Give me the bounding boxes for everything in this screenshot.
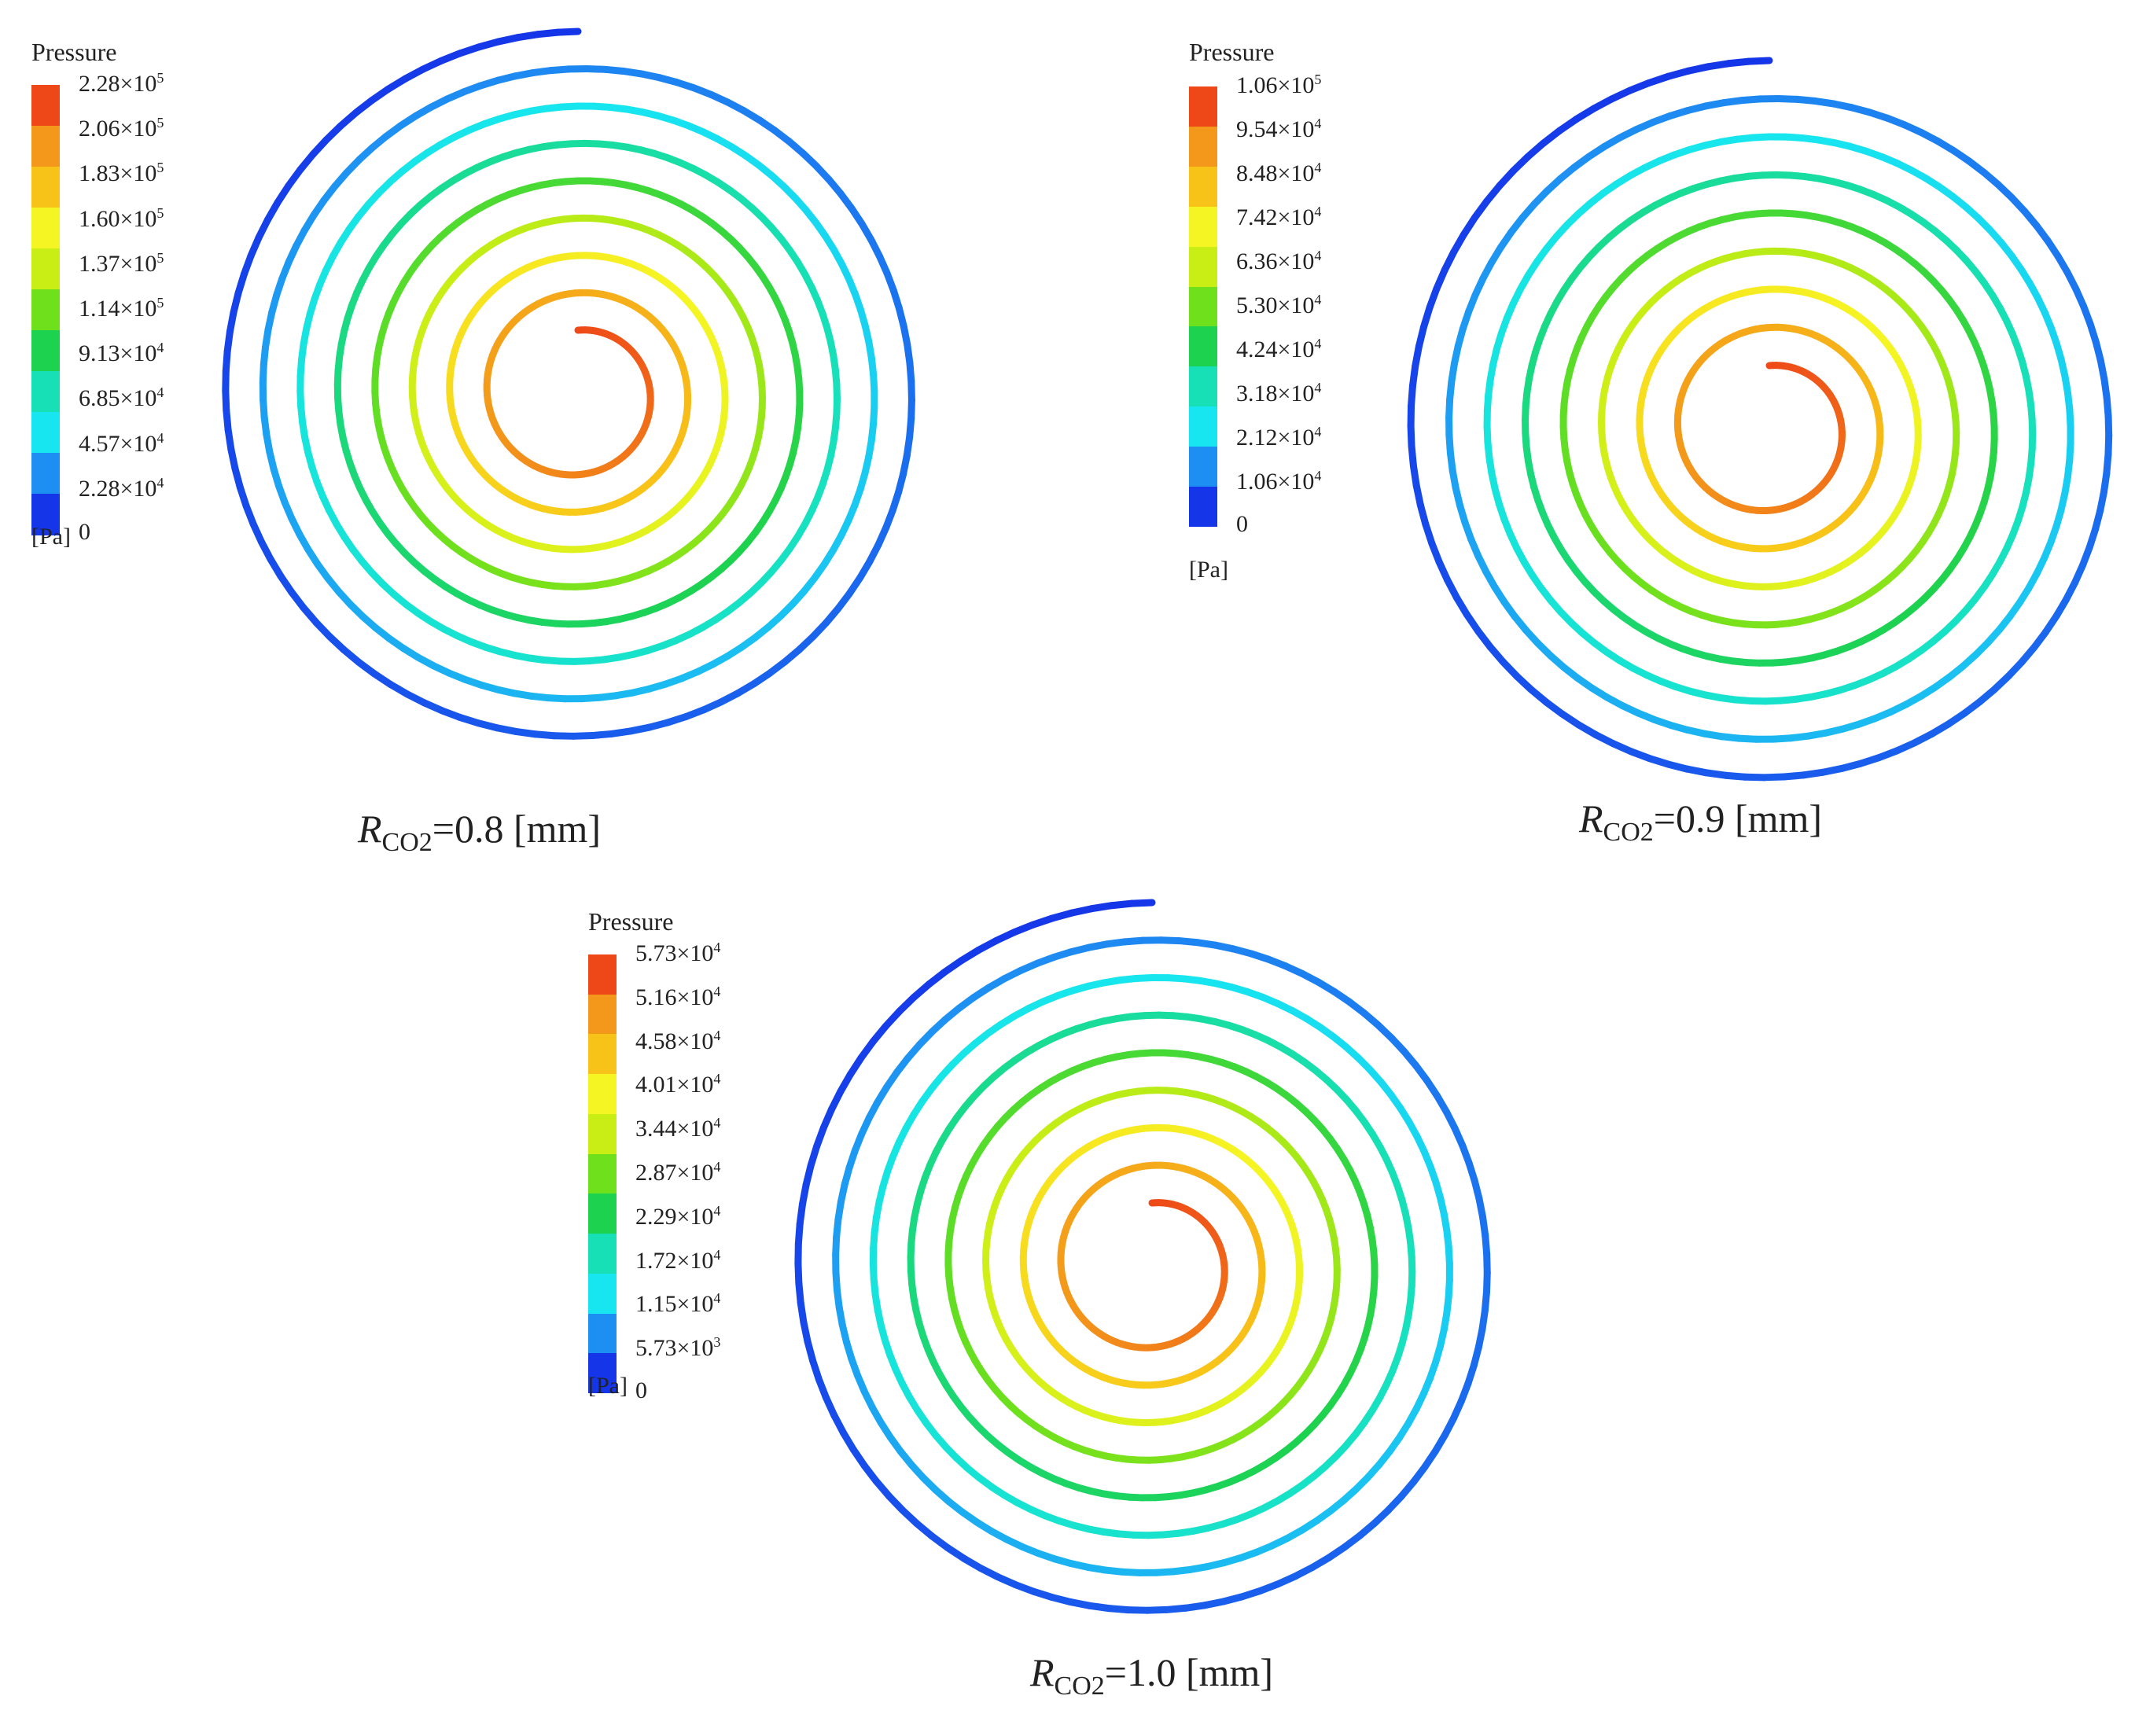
caption-value: =0.9 [mm] — [1653, 796, 1823, 840]
legend-color-band — [31, 330, 60, 372]
legend-tick-label: 2.29×104 — [635, 1202, 721, 1230]
legend-tick-label: 1.60×105 — [79, 204, 164, 232]
legend-color-band — [31, 494, 60, 535]
legend-tick-label: 2.12×104 — [1236, 424, 1322, 451]
legend-color-band — [1189, 126, 1217, 167]
legend-tick-label: 5.73×103 — [635, 1334, 721, 1362]
legend-color-band — [588, 954, 617, 995]
spiral-segment — [554, 28, 582, 36]
legend-tick-label: 4.24×104 — [1236, 336, 1322, 362]
legend-color-band — [588, 1194, 617, 1234]
legend-color-band — [31, 453, 60, 495]
legend-tick-label: 1.06×104 — [1236, 468, 1322, 495]
legend-color-band — [588, 1074, 617, 1115]
legend-color-band — [588, 1273, 617, 1315]
caption-value: =1.0 [mm] — [1104, 1650, 1274, 1694]
legend-color-band — [31, 412, 60, 454]
legend-color-band — [1189, 447, 1217, 487]
legend-tick-label: 1.72×104 — [635, 1246, 721, 1274]
legend-tick-label: 2.28×105 — [79, 70, 164, 97]
pressure-legend: Pressure 5.73×104 5.16×104 4.58×104 4.01×10… — [588, 907, 777, 1410]
legend-colorbar — [31, 85, 60, 535]
legend-tick-label: 2.87×104 — [635, 1159, 721, 1186]
caption-value: =0.8 [mm] — [432, 807, 602, 851]
legend-color-band — [588, 994, 617, 1035]
legend-tick-label: 1.83×105 — [79, 160, 164, 187]
legend-tick-label: 4.01×104 — [635, 1071, 721, 1098]
legend-color-band — [1189, 166, 1217, 208]
caption-symbol: R — [1579, 796, 1603, 840]
legend-tick-label: 0 — [1236, 511, 1248, 537]
caption-symbol: R — [358, 807, 382, 851]
caption: RCO2=0.8 [mm] — [358, 806, 601, 858]
legend-tick-label: 9.54×104 — [1236, 116, 1322, 142]
legend-color-band — [1189, 326, 1217, 367]
legend-tick-label: 9.13×104 — [79, 340, 164, 367]
legend-unit: [Pa] — [588, 1373, 628, 1399]
legend-color-band — [31, 85, 60, 127]
legend-tick-label: 0 — [635, 1377, 647, 1403]
legend-tick-label: 7.42×104 — [1236, 204, 1322, 230]
legend-title: Pressure — [588, 907, 674, 936]
legend-color-band — [588, 1313, 617, 1354]
legend-color-band — [1189, 366, 1217, 407]
legend-colorbar — [1189, 86, 1217, 528]
caption-subscript: CO2 — [381, 828, 433, 857]
legend-tick-label: 6.85×104 — [79, 384, 164, 412]
legend-tick-label: 0 — [79, 519, 90, 545]
legend-tick-label: 1.06×105 — [1236, 72, 1322, 98]
legend-color-band — [588, 1034, 617, 1075]
legend-unit: [Pa] — [1189, 557, 1228, 583]
legend-color-band — [588, 1153, 617, 1194]
legend-color-band — [1189, 286, 1217, 327]
caption-subscript: CO2 — [1603, 818, 1654, 847]
legend-tick-label: 4.58×104 — [635, 1027, 721, 1054]
legend-color-band — [1189, 206, 1217, 248]
legend-color-band — [1189, 246, 1217, 288]
legend-color-band — [588, 1234, 617, 1274]
caption-symbol: R — [1030, 1650, 1055, 1694]
legend-tick-label: 2.28×104 — [79, 474, 164, 502]
legend-tick-label: 5.16×104 — [635, 983, 721, 1010]
legend-colorbar — [588, 954, 617, 1394]
legend-tick-label: 4.57×104 — [79, 429, 164, 457]
legend-color-band — [31, 208, 60, 249]
legend-color-band — [588, 1353, 617, 1394]
legend-tick-label: 3.18×104 — [1236, 380, 1322, 406]
legend-tick-label: 1.15×104 — [635, 1290, 721, 1318]
legend-color-band — [1189, 487, 1217, 528]
legend-tick-label: 6.36×104 — [1236, 248, 1322, 274]
legend-tick-label: 1.14×105 — [79, 295, 164, 322]
pressure-legend: Pressure 1.06×105 9.54×104 8.48×104 7.42×10… — [1189, 38, 1378, 588]
legend-unit: [Pa] — [31, 524, 71, 550]
legend-tick-label: 8.48×104 — [1236, 160, 1322, 186]
legend-tick-label: 1.37×105 — [79, 249, 164, 277]
legend-tick-label: 3.44×104 — [635, 1115, 721, 1142]
legend-color-band — [1189, 86, 1217, 127]
legend-title: Pressure — [31, 38, 117, 66]
legend-color-band — [31, 126, 60, 167]
legend-tick-label: 2.06×105 — [79, 115, 164, 142]
legend-color-band — [31, 167, 60, 208]
legend-color-band — [31, 289, 60, 331]
legend-title: Pressure — [1189, 38, 1275, 66]
legend-color-band — [588, 1113, 617, 1155]
legend-color-band — [1189, 406, 1217, 447]
legend-color-band — [31, 248, 60, 290]
caption: RCO2=1.0 [mm] — [1030, 1650, 1273, 1701]
caption: RCO2=0.9 [mm] — [1579, 796, 1822, 848]
legend-tick-label: 5.73×104 — [635, 940, 721, 966]
pressure-legend: Pressure 2.28×105 2.06×105 1.83×105 1.60×10… — [31, 38, 220, 557]
caption-subscript: CO2 — [1054, 1672, 1105, 1701]
legend-color-band — [31, 371, 60, 413]
legend-tick-label: 5.30×104 — [1236, 292, 1322, 318]
